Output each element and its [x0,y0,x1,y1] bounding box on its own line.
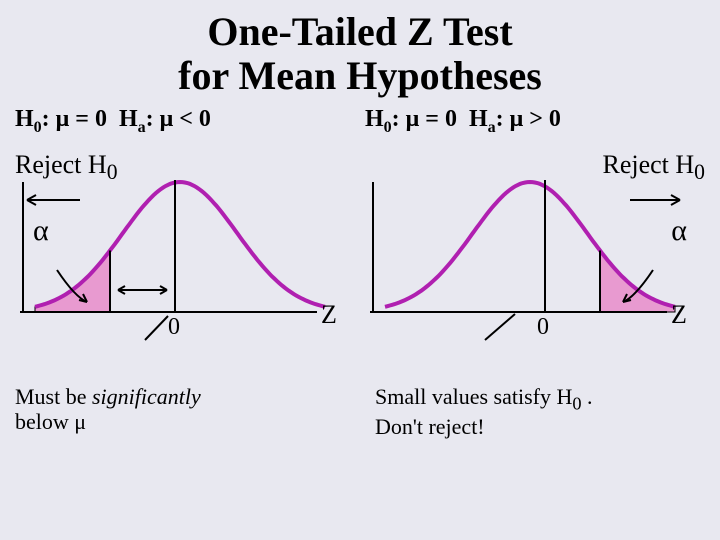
left-z: Z [321,300,337,330]
left-note-before: Must be [15,384,92,409]
reject-sub: 0 [694,160,705,184]
left-note-em: significantly [92,384,201,409]
panels: H0: μ = 0 Ha: μ < 0 Reject H0 α 0 Z Must… [0,106,720,440]
left-hypothesis: H0: μ = 0 Ha: μ < 0 [15,106,355,137]
right-panel: H0: μ = 0 Ha: μ > 0 Reject H0 α 0 Z Smal… [365,106,705,440]
left-zero: 0 [168,314,180,341]
right-chart: 0 Z [365,142,695,352]
left-note-l2: below μ [15,409,86,434]
page-title: One-Tailed Z Test for Mean Hypotheses [0,0,720,98]
left-bell-svg [15,142,345,352]
left-panel: H0: μ = 0 Ha: μ < 0 Reject H0 α 0 Z Must… [15,106,355,440]
left-chart: 0 Z [15,142,345,352]
right-note-l1: Small values satisfy H [375,384,572,409]
right-zero: 0 [537,314,549,341]
left-note: Must be significantly below μ [15,384,355,435]
right-note-l2: Don't reject! [375,414,485,439]
title-line1: One-Tailed Z Test [0,10,720,54]
title-line2: for Mean Hypotheses [0,54,720,98]
right-note-tail: . [582,384,593,409]
right-bell-svg [365,142,695,352]
right-z: Z [671,300,687,330]
right-note: Small values satisfy H0 . Don't reject! [375,384,705,440]
right-note-sub: 0 [572,393,581,413]
right-hypothesis: H0: μ = 0 Ha: μ > 0 [365,106,705,137]
